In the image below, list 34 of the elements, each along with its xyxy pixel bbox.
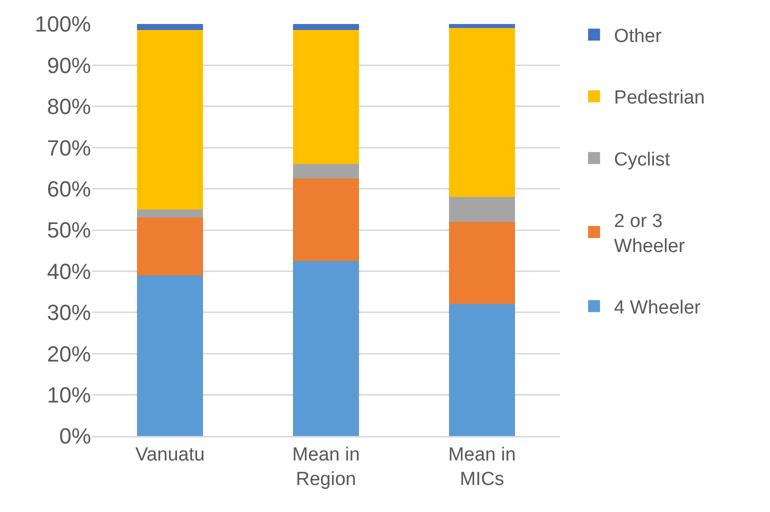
- y-tick-label: 80%: [46, 94, 91, 120]
- bar: [293, 30, 359, 164]
- y-tick-label: 10%: [46, 382, 91, 408]
- bar: [137, 24, 203, 30]
- bar: [293, 178, 359, 261]
- y-tick-label: 100%: [34, 12, 91, 37]
- y-tick-label: 60%: [46, 176, 91, 202]
- bar: [293, 164, 359, 178]
- bar: [449, 304, 515, 436]
- y-tick-label: 70%: [46, 135, 91, 160]
- bar: [449, 28, 515, 198]
- x-tick-label: Mean in Region: [292, 444, 360, 490]
- x-tick-label: Vanuatu: [135, 444, 205, 466]
- bar: [449, 24, 515, 28]
- bar: [449, 222, 515, 304]
- y-tick-label: 30%: [46, 300, 91, 326]
- bar: [137, 30, 203, 210]
- y-tick-label: 20%: [46, 341, 91, 366]
- legend-label: 2 or 3 Wheeler: [614, 211, 686, 257]
- legend-label: Cyclist: [614, 149, 671, 170]
- legend-label: 4 Wheeler: [614, 298, 702, 319]
- bar: [449, 197, 515, 222]
- bar: [293, 260, 359, 436]
- y-tick-label: 90%: [46, 52, 91, 78]
- legend-label: Pedestrian: [614, 88, 705, 109]
- bar: [137, 209, 203, 218]
- y-tick-label: 0%: [59, 424, 91, 449]
- bar: [293, 24, 359, 30]
- legend-label: Other: [614, 26, 662, 48]
- y-tick-label: 50%: [46, 218, 91, 243]
- x-tick-label: Mean in MICs: [448, 444, 516, 490]
- bar: [137, 218, 203, 276]
- y-tick-label: 40%: [46, 258, 91, 284]
- bar: [137, 275, 203, 436]
